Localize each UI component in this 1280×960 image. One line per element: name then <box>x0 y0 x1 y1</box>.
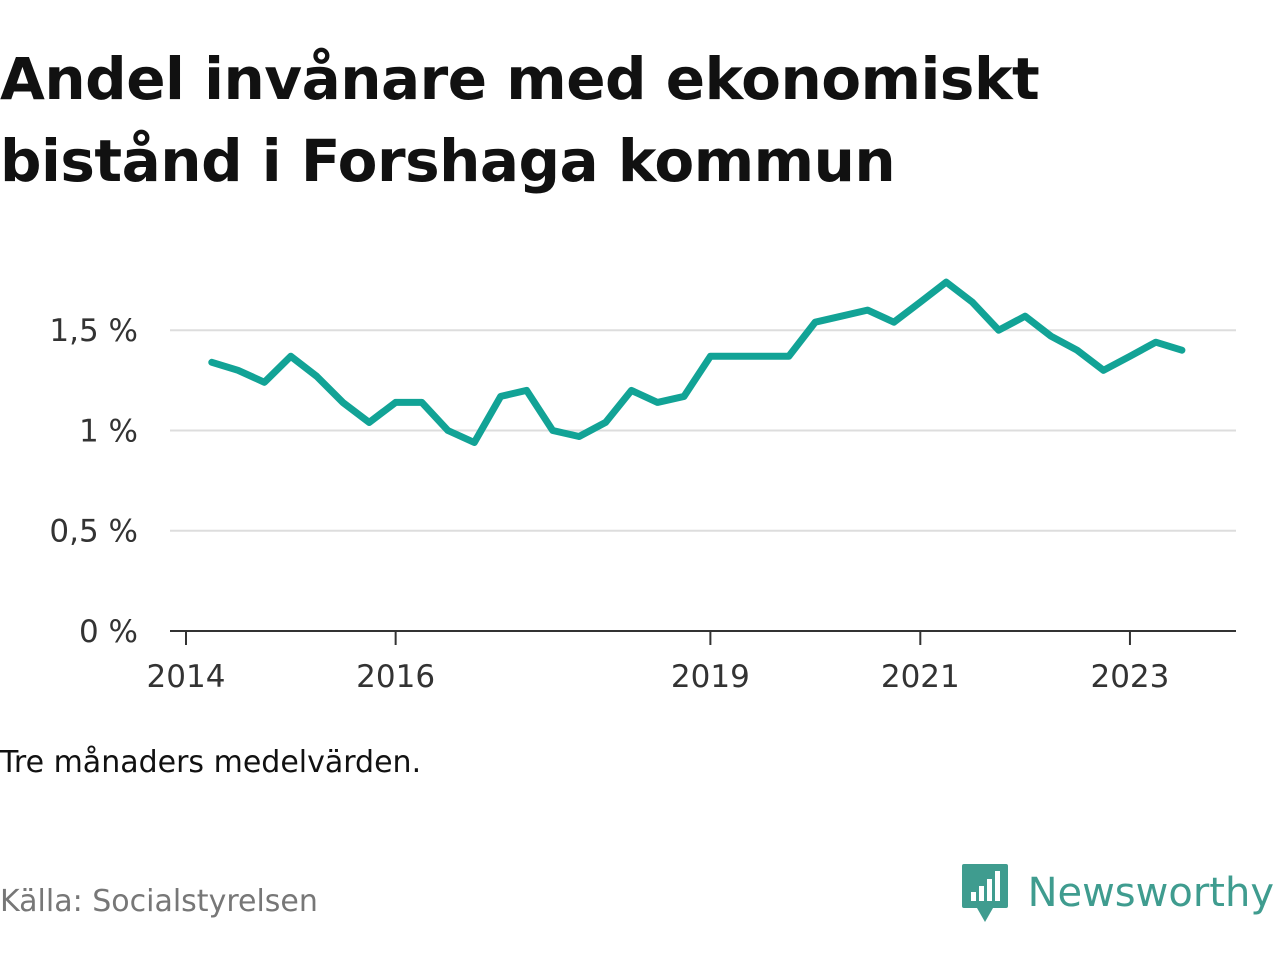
x-axis: 2014 2016 2019 2021 2023 <box>147 631 1169 695</box>
series-line <box>208 278 1186 446</box>
data-point <box>759 353 766 360</box>
data-point <box>471 439 478 446</box>
data-point <box>287 353 294 360</box>
data-point <box>234 367 241 374</box>
data-point <box>917 299 924 306</box>
data-point <box>733 353 740 360</box>
data-point <box>1047 333 1054 340</box>
data-point <box>261 379 268 386</box>
gridlines <box>170 329 1236 532</box>
y-tick-label: 0 % <box>79 614 138 650</box>
y-tick-label: 1 % <box>79 413 138 449</box>
data-point <box>497 393 504 400</box>
x-tick-label: 2019 <box>671 659 750 695</box>
data-point <box>366 419 373 426</box>
chart-note: Tre månaders medelvärden. <box>0 745 422 780</box>
newsworthy-logo-icon <box>961 864 1008 922</box>
brand-name: Newsworthy <box>1027 870 1274 916</box>
data-point <box>838 313 845 320</box>
data-point <box>1100 367 1107 374</box>
y-axis: 0 % 0,5 % 1 % 1,5 % <box>49 313 138 650</box>
data-point <box>654 399 661 406</box>
data-point <box>707 353 714 360</box>
y-tick-label: 1,5 % <box>49 313 138 349</box>
source-credit: Källa: Socialstyrelsen <box>0 884 318 919</box>
data-point <box>549 427 556 434</box>
data-point <box>339 399 346 406</box>
x-tick-label: 2014 <box>147 659 226 695</box>
data-point <box>1022 313 1029 320</box>
data-point <box>1126 353 1133 360</box>
chart-title: Andel invånare med ekonomiskt bistånd i … <box>0 45 1040 195</box>
data-point <box>680 393 687 400</box>
data-point <box>1074 347 1081 354</box>
data-point <box>208 359 215 366</box>
data-point <box>602 419 609 426</box>
data-point <box>418 399 425 406</box>
data-point <box>1152 339 1159 346</box>
data-point <box>943 279 950 286</box>
x-tick-label: 2016 <box>356 659 435 695</box>
data-point <box>392 399 399 406</box>
data-point <box>864 307 871 314</box>
x-tick-label: 2021 <box>881 659 960 695</box>
data-point <box>890 319 897 326</box>
brand-logo[interactable]: Newsworthy <box>960 862 1274 924</box>
data-point <box>785 353 792 360</box>
x-tick-label: 2023 <box>1090 659 1169 695</box>
data-point <box>812 319 819 326</box>
data-point <box>628 387 635 394</box>
data-point <box>313 373 320 380</box>
data-point <box>995 327 1002 334</box>
y-tick-label: 0,5 % <box>49 514 138 550</box>
data-points <box>208 279 1185 446</box>
data-point <box>576 433 583 440</box>
data-point <box>969 299 976 306</box>
data-point <box>1178 347 1185 354</box>
data-point <box>523 387 530 394</box>
line-chart: 0 % 0,5 % 1 % 1,5 % 2014 2016 2019 2021 2023 <box>49 278 1236 695</box>
data-point <box>444 427 451 434</box>
